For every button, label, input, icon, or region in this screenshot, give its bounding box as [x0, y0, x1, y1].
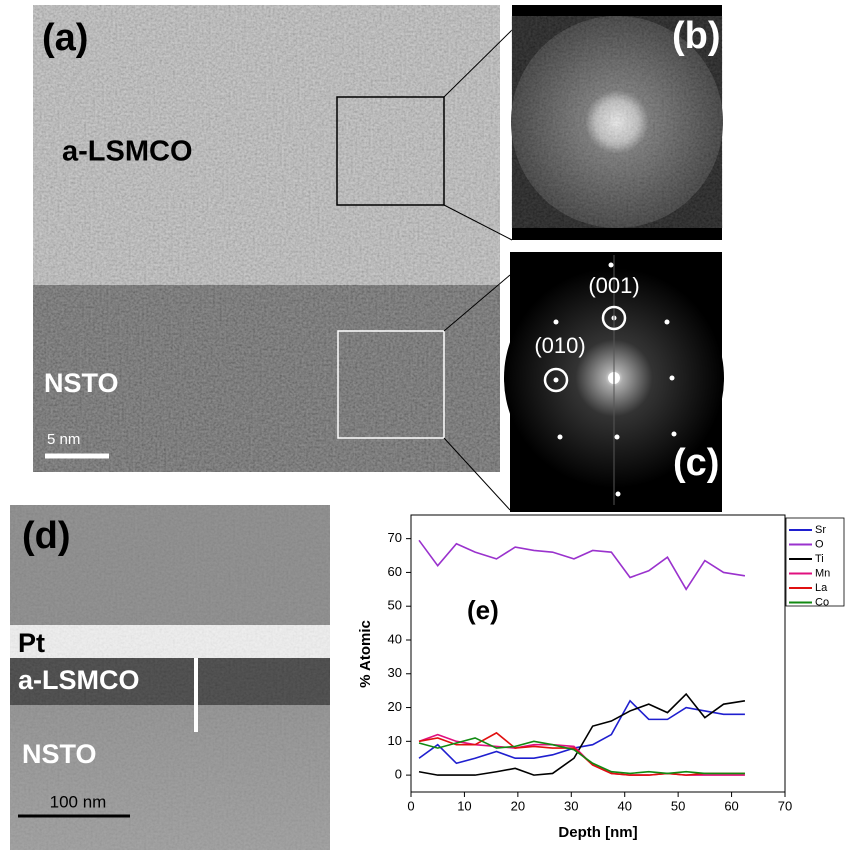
y-tick-label: 0 — [395, 767, 402, 782]
layer-label: a-LSMCO — [62, 136, 193, 168]
legend-label: Ti — [815, 553, 824, 565]
spot-label: (010) — [534, 333, 585, 358]
annotation: (e) — [467, 595, 499, 625]
x-tick-label: 20 — [511, 798, 525, 813]
legend-label: O — [815, 538, 824, 550]
y-axis-label: % Atomic — [357, 620, 374, 688]
chart: (e) Depth [nm] % Atomic 0 10 20 30 40 50 60 70 0… — [357, 515, 844, 841]
layer-label: NSTO — [44, 368, 119, 398]
legend-label: Mn — [815, 567, 830, 579]
x-tick-label: 10 — [457, 798, 471, 813]
x-tick-label: 50 — [671, 798, 685, 813]
legend-label: La — [815, 582, 828, 594]
panel-label: (d) — [22, 515, 71, 557]
y-tick-label: 50 — [388, 598, 402, 613]
series-line — [419, 540, 745, 589]
y-tick-label: 40 — [388, 631, 402, 646]
legend-label: Co — [815, 596, 829, 608]
x-tick-label: 0 — [407, 798, 414, 813]
tem-texture — [33, 5, 500, 472]
y-tick-label: 30 — [388, 665, 402, 680]
panel-label: (c) — [673, 442, 719, 484]
panel-c: (001) (010) (c) — [504, 252, 724, 512]
x-tick-label: 40 — [617, 798, 631, 813]
legend-label: Sr — [815, 524, 826, 536]
spot-label: (001) — [588, 273, 639, 298]
panel-label: (b) — [672, 15, 721, 57]
figure: (a) a-LSMCO NSTO 5 nm (b) (001) (010) (c… — [0, 0, 845, 853]
panel-b: (b) — [511, 5, 723, 240]
x-tick-label: 30 — [564, 798, 578, 813]
series-line — [419, 694, 745, 775]
y-tick-label: 10 — [388, 733, 402, 748]
scale-label: 5 nm — [47, 431, 80, 448]
panel-a: (a) a-LSMCO NSTO 5 nm — [33, 5, 512, 510]
layer-label: a-LSMCO — [18, 665, 140, 695]
y-tick-label: 60 — [388, 564, 402, 579]
x-tick-label: 70 — [778, 798, 792, 813]
scale-label: 100 nm — [50, 792, 107, 811]
layer-label: NSTO — [22, 739, 97, 769]
y-tick-label: 20 — [388, 699, 402, 714]
plot-frame — [411, 515, 785, 792]
x-tick-label: 60 — [724, 798, 738, 813]
y-tick-label: 70 — [388, 530, 402, 545]
layer-label: Pt — [18, 628, 45, 658]
panel-d: (d) Pt a-LSMCO NSTO 100 nm — [10, 505, 330, 850]
panel-label: (a) — [42, 17, 88, 59]
x-axis-label: Depth [nm] — [558, 824, 637, 841]
